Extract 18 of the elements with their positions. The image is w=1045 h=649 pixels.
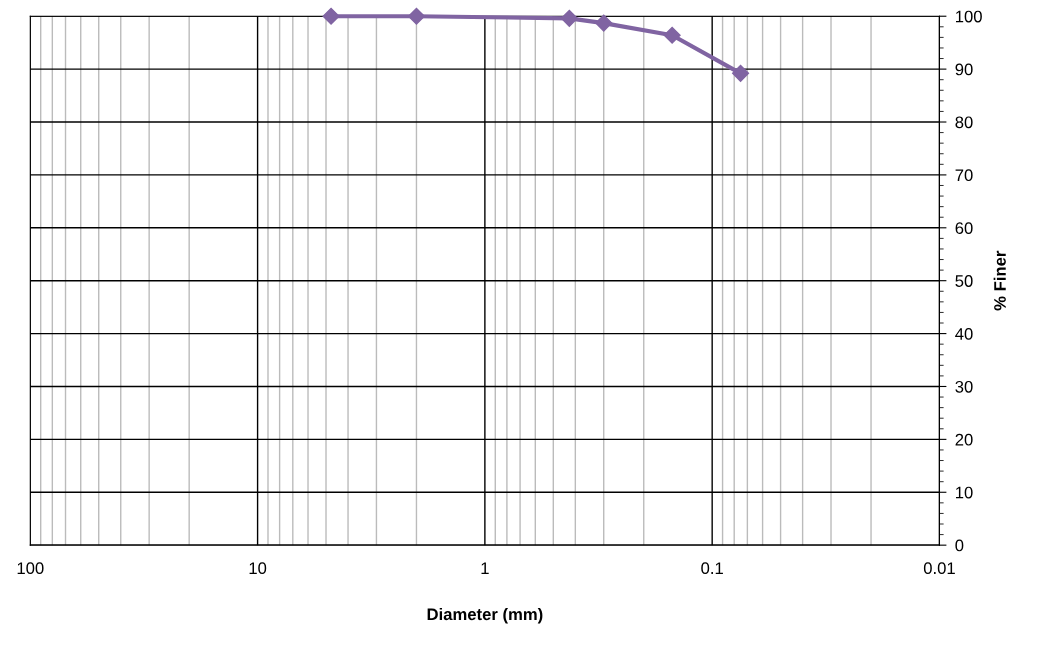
x-tick-label: 100 xyxy=(17,562,44,575)
x-tick-label: 1 xyxy=(481,562,489,574)
x-tick-label: 0.01 xyxy=(923,562,955,575)
y-tick-label: 70 xyxy=(955,169,973,182)
x-tick-label: 0.1 xyxy=(701,562,723,575)
y-tick-label: 100 xyxy=(956,10,982,23)
y-tick-label: 40 xyxy=(955,327,973,340)
y-tick-label: 0 xyxy=(955,539,964,552)
y-tick-label: 80 xyxy=(955,116,973,129)
y-tick-label: 20 xyxy=(955,433,973,446)
y-tick-label: 90 xyxy=(955,63,973,76)
y-tick-label: 30 xyxy=(955,380,973,393)
y-tick-label: 50 xyxy=(955,275,973,287)
y-tick-label: 10 xyxy=(956,486,973,499)
y-tick-label: 60 xyxy=(955,222,973,234)
x-axis-title: Diameter (mm) xyxy=(427,607,543,624)
x-tick-label: 10 xyxy=(249,562,267,575)
y-axis-title: % Finer xyxy=(993,250,1006,311)
